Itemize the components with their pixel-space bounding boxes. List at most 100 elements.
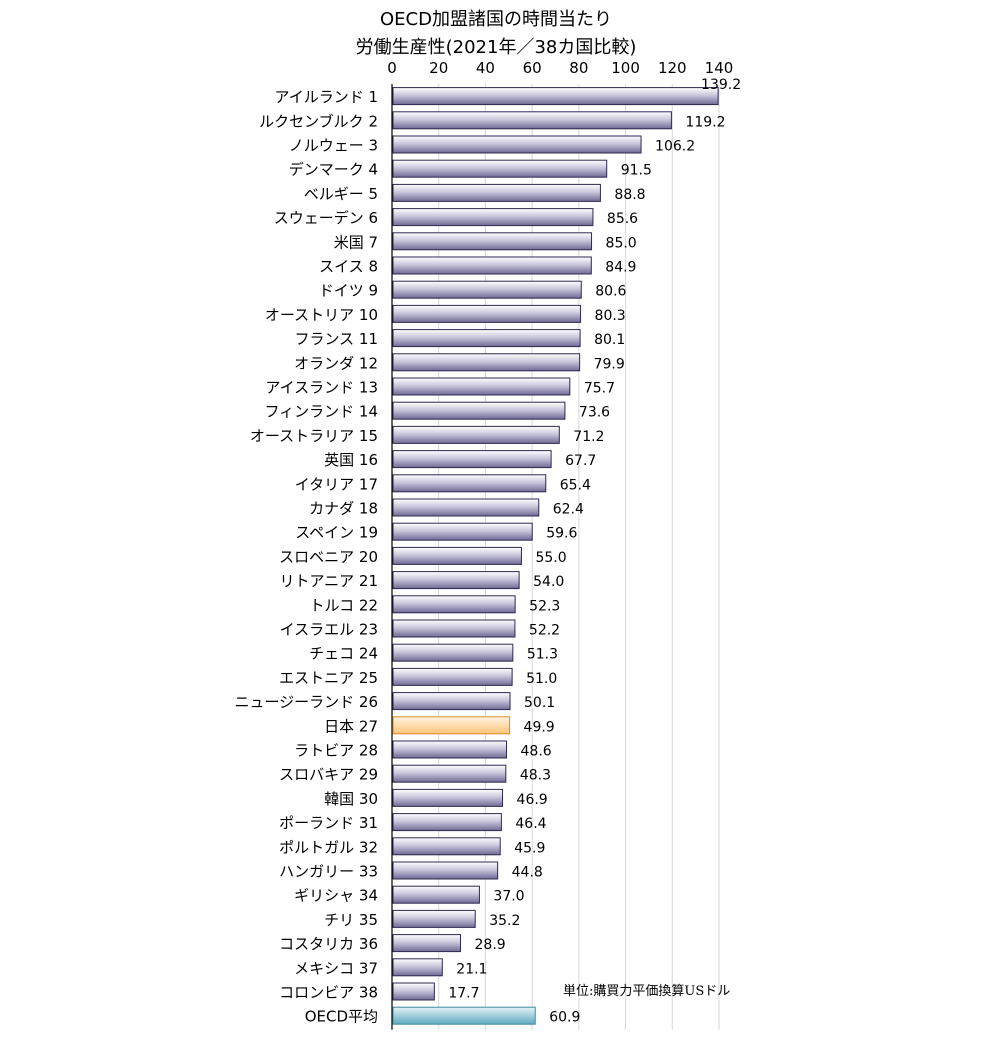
value-label: 80.6 — [595, 284, 626, 300]
category-label: デンマーク 4 — [289, 161, 378, 179]
category-label: カナダ 18 — [309, 500, 378, 518]
value-label: 106.2 — [655, 139, 695, 155]
x-tick-label: 0 — [387, 59, 397, 77]
chart-title: OECD加盟諸国の時間当たり — [380, 9, 612, 30]
value-label: 119.2 — [685, 114, 725, 130]
bar — [392, 159, 608, 178]
value-label: 84.9 — [605, 260, 636, 276]
x-tick-label: 20 — [429, 59, 448, 77]
bar — [392, 353, 581, 372]
bar — [392, 280, 582, 299]
bar — [392, 522, 533, 541]
bar — [392, 571, 520, 590]
category-label: コロンビア 38 — [279, 984, 378, 1002]
x-tick-label: 80 — [569, 59, 588, 77]
bar — [392, 329, 581, 348]
bar — [392, 474, 547, 493]
value-labels: 139.2 119.2 106.291.5 88.8 85.6 85.0 84.9 80.6 8… — [448, 77, 741, 1026]
bar — [392, 692, 511, 711]
bar — [392, 885, 480, 904]
category-label: メキシコ 37 — [294, 959, 378, 977]
value-label: 28.9 — [475, 937, 506, 953]
category-label: オランダ 12 — [294, 354, 378, 372]
bar — [392, 401, 566, 420]
category-label: ノルウェー 3 — [289, 137, 378, 155]
value-label: 17.7 — [448, 986, 479, 1002]
category-label: ギリシャ 34 — [294, 887, 378, 905]
category-label: スロバキア 29 — [279, 766, 378, 784]
category-label: ポーランド 31 — [279, 814, 378, 832]
category-label: アイルランド 1 — [274, 88, 378, 106]
bar — [392, 958, 443, 977]
chart-subtitle: 労働生産性(2021年／38カ国比較) — [355, 37, 637, 58]
unit-note: 単位:購買力平価換算USドル — [563, 984, 731, 999]
category-label: スペイン 19 — [295, 524, 378, 542]
value-label: 62.4 — [553, 502, 584, 518]
category-label: スイス 8 — [319, 258, 378, 276]
value-label: 35.2 — [489, 913, 520, 929]
bar — [392, 256, 592, 275]
category-label: ニュージーランド 26 — [234, 693, 378, 711]
value-label: 48.6 — [521, 744, 552, 760]
category-label: トルコ 22 — [309, 596, 378, 614]
value-label: 71.2 — [573, 429, 604, 445]
bar — [392, 304, 582, 323]
category-label: イタリア 17 — [295, 475, 378, 493]
category-label: フランス 11 — [294, 330, 378, 348]
bar — [392, 861, 499, 880]
bar — [392, 111, 672, 130]
x-tick-label: 60 — [523, 59, 542, 77]
category-labels: アイルランド 1 ルクセンブルク 2 ノルウェー 3 デンマーク 4 ベルギー 5 スウェ… — [234, 88, 378, 1026]
x-tick-label: 120 — [658, 59, 687, 77]
value-label: 55.0 — [535, 550, 566, 566]
bar — [392, 837, 501, 856]
bar — [392, 982, 435, 1001]
value-label: 49.9 — [524, 719, 555, 735]
value-label: 73.6 — [579, 405, 610, 421]
bar — [392, 183, 601, 202]
value-label: 67.7 — [565, 453, 596, 469]
x-tick-label: 40 — [476, 59, 495, 77]
value-label: 91.5 — [621, 163, 652, 179]
bar — [392, 909, 476, 928]
x-tick-label: 100 — [611, 59, 640, 77]
bar — [392, 643, 514, 662]
value-label: 45.9 — [514, 840, 545, 856]
bar — [392, 232, 593, 251]
category-label: 日本 27 — [324, 717, 378, 735]
bar-average — [392, 1006, 536, 1025]
bar — [392, 667, 513, 686]
category-label: スウェーデン 6 — [274, 209, 378, 227]
value-label: 52.2 — [529, 623, 560, 639]
bar — [392, 498, 540, 517]
bar — [392, 425, 560, 444]
bar — [392, 788, 504, 807]
value-label: 60.9 — [549, 1010, 580, 1026]
value-label: 46.4 — [515, 816, 546, 832]
category-label: 英国 16 — [324, 451, 378, 469]
value-label: 139.2 — [701, 77, 741, 93]
bar — [392, 377, 571, 396]
value-label: 85.0 — [606, 235, 637, 251]
bar — [392, 619, 516, 638]
value-label: 51.3 — [527, 647, 558, 663]
bar — [392, 208, 594, 227]
value-label: 80.1 — [594, 332, 625, 348]
value-label: 88.8 — [614, 187, 645, 203]
value-label: 46.9 — [517, 792, 548, 808]
value-label: 59.6 — [546, 526, 577, 542]
value-label: 51.0 — [526, 671, 557, 687]
category-label: ルクセンブルク 2 — [259, 112, 378, 130]
category-label: ラトビア 28 — [294, 742, 378, 760]
bar — [392, 764, 507, 783]
category-label: ポルトガル 32 — [279, 838, 378, 856]
category-label: オーストラリア 15 — [250, 427, 378, 445]
category-label: ハンガリー 33 — [279, 863, 378, 881]
bar — [392, 87, 719, 106]
value-label: 21.1 — [456, 961, 487, 977]
bar — [392, 546, 522, 565]
value-label: 52.3 — [529, 598, 560, 614]
bar — [392, 595, 516, 614]
bar — [392, 740, 508, 759]
